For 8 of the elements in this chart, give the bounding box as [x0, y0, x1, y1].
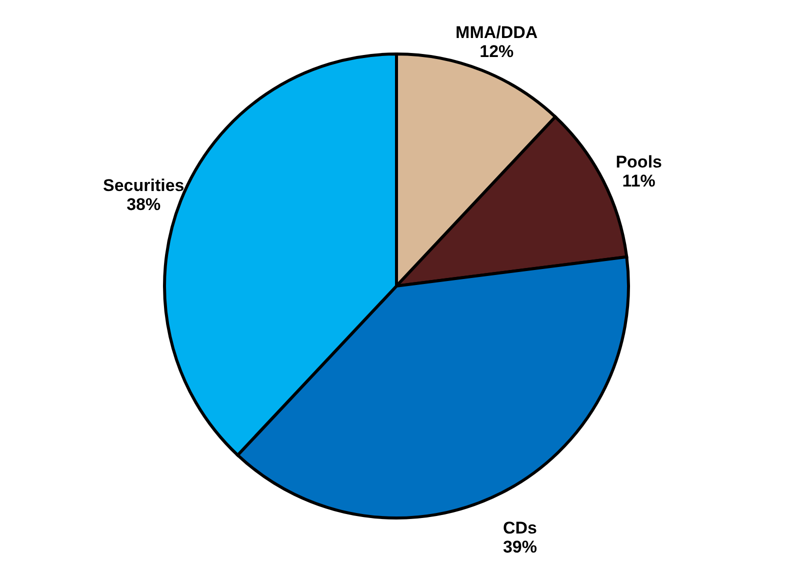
slice-label: Pools: [616, 152, 662, 172]
slice-label: MMA/DDA: [456, 23, 538, 42]
data-label: 12%: [480, 42, 514, 62]
slice-label: CDs: [502, 518, 537, 538]
data-label: 11%: [622, 172, 656, 191]
data-label: 38%: [126, 194, 161, 214]
slice-label: Securities: [102, 176, 184, 195]
data-label: 39%: [502, 537, 537, 556]
